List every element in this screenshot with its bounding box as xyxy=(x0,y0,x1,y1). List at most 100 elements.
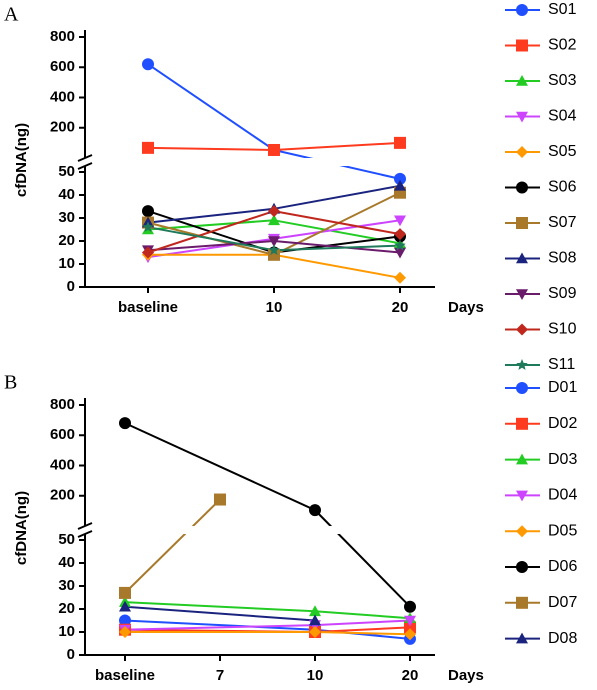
series-segment xyxy=(147,226,275,252)
legend-marker xyxy=(516,75,528,86)
marker xyxy=(268,248,280,261)
series-segment xyxy=(273,240,401,254)
x-tick-label: 10 xyxy=(307,667,324,684)
legend-label: D05 xyxy=(548,522,577,539)
legend-marker xyxy=(516,289,528,300)
y-tick-label: 600 xyxy=(50,58,75,75)
series-segment xyxy=(147,146,275,151)
series-segment xyxy=(124,601,316,613)
marker xyxy=(309,626,321,638)
marker xyxy=(119,600,131,612)
y-axis-label: cfDNA(ng) xyxy=(13,491,30,565)
series-segment xyxy=(147,210,275,254)
legend-label: D01 xyxy=(548,379,577,396)
series-segment xyxy=(314,626,411,633)
axis-break xyxy=(77,154,93,162)
marker xyxy=(394,179,406,191)
marker xyxy=(119,417,131,430)
panel-label: B xyxy=(4,372,17,394)
legend-label: S03 xyxy=(548,72,577,89)
legend-marker xyxy=(516,596,528,609)
y-tick-label: 800 xyxy=(50,396,75,413)
legend-marker xyxy=(516,39,528,52)
series-segment xyxy=(124,624,316,631)
series-segment xyxy=(314,619,411,627)
legend-label: D04 xyxy=(548,487,577,504)
y-tick-label: 200 xyxy=(50,487,75,504)
y-tick-label: 20 xyxy=(58,600,75,617)
y-tick-label: 400 xyxy=(50,456,75,473)
y-tick-label: 40 xyxy=(58,554,75,571)
marker xyxy=(309,504,321,517)
marker xyxy=(309,614,321,626)
x-tick-label: 10 xyxy=(266,299,283,316)
marker xyxy=(394,271,406,284)
series-segment xyxy=(273,210,401,236)
legend-marker xyxy=(516,181,528,194)
x-tick-label: 20 xyxy=(402,667,419,684)
series-segment xyxy=(124,498,221,594)
marker xyxy=(404,600,416,613)
series-segment xyxy=(124,605,316,622)
x-tick-label: baseline xyxy=(118,299,178,316)
marker xyxy=(394,239,406,251)
axis-break xyxy=(77,162,93,170)
marker xyxy=(268,244,280,256)
legend-label: S08 xyxy=(548,250,577,267)
y-tick-label: 20 xyxy=(58,232,75,249)
marker xyxy=(404,615,416,627)
legend-label: S09 xyxy=(548,285,577,302)
legend-marker xyxy=(516,561,528,573)
series-segment xyxy=(273,244,401,252)
marker xyxy=(119,614,131,627)
legend-label: D03 xyxy=(548,451,577,468)
axis-break xyxy=(77,522,93,530)
series-segment xyxy=(147,63,275,151)
marker xyxy=(119,586,131,599)
marker xyxy=(268,236,280,247)
x-tick-label: baseline xyxy=(95,667,155,684)
legend-marker xyxy=(516,453,528,465)
marker xyxy=(404,628,416,641)
axis-break xyxy=(77,530,93,538)
marker xyxy=(214,493,226,506)
series-segment xyxy=(273,191,401,256)
y-tick-label: 50 xyxy=(58,531,75,548)
marker xyxy=(268,205,280,218)
legend-marker xyxy=(516,146,528,158)
legend-label: D02 xyxy=(548,415,577,432)
legend-label: S02 xyxy=(548,37,577,54)
series-segment xyxy=(314,631,411,636)
marker xyxy=(394,136,406,149)
legend-label: S06 xyxy=(548,179,577,196)
y-tick-label: 200 xyxy=(50,119,75,136)
y-axis-label: cfDNA(ng) xyxy=(13,123,30,197)
series-segment xyxy=(124,422,316,512)
legend-label: S10 xyxy=(548,321,577,338)
series-segment xyxy=(314,610,411,620)
marker xyxy=(142,221,154,233)
marker xyxy=(268,214,280,226)
legend-label: S07 xyxy=(548,214,577,231)
legend-marker xyxy=(516,111,528,123)
panel-label: A xyxy=(4,4,19,26)
marker xyxy=(394,215,406,227)
marker xyxy=(142,58,154,71)
marker xyxy=(142,141,154,154)
legend-marker xyxy=(516,323,528,336)
legend-label: S05 xyxy=(548,143,577,160)
legend-label: S01 xyxy=(548,1,577,18)
y-tick-label: 400 xyxy=(50,88,75,105)
y-tick-label: 800 xyxy=(50,28,75,45)
y-tick-label: 0 xyxy=(67,278,75,295)
marker xyxy=(404,621,416,634)
y-tick-label: 30 xyxy=(58,209,75,226)
y-tick-label: 600 xyxy=(50,426,75,443)
marker xyxy=(394,247,406,259)
series-segment xyxy=(273,141,401,151)
marker xyxy=(309,605,321,617)
legend-marker xyxy=(516,359,528,370)
axis-break-gap xyxy=(86,158,436,166)
series-segment xyxy=(273,253,401,279)
